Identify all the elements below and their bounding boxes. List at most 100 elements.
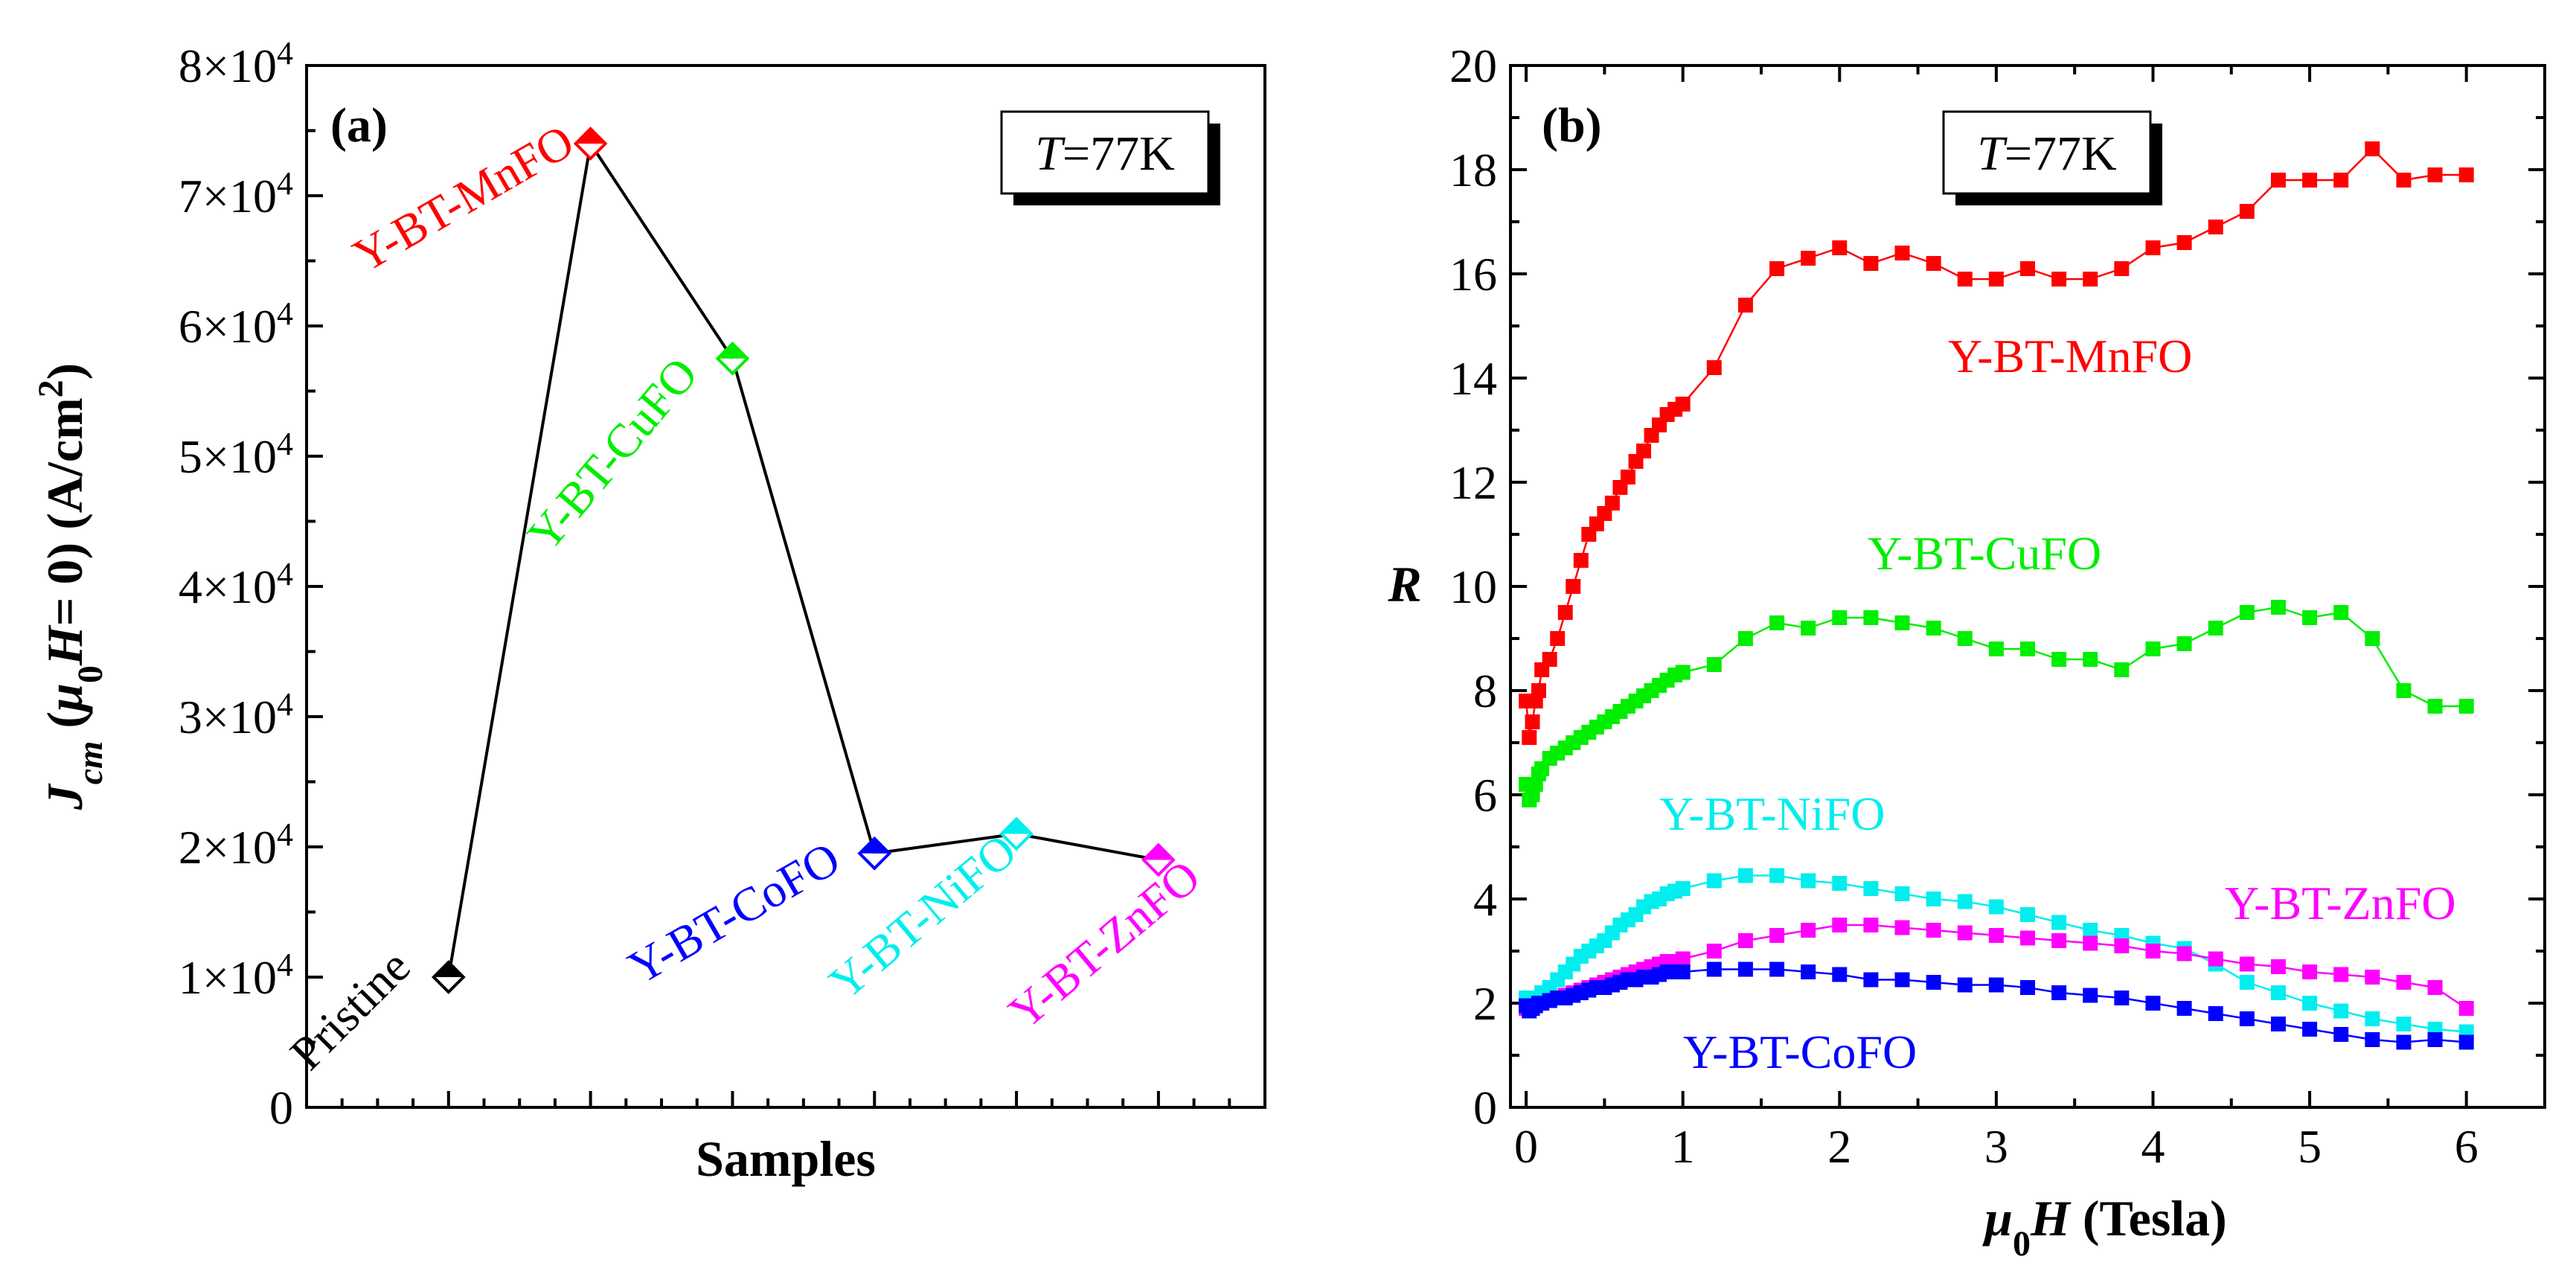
data-point xyxy=(2427,980,2443,995)
data-point xyxy=(2176,1001,2192,1016)
data-point xyxy=(2051,985,2067,1000)
data-point xyxy=(1706,944,1722,959)
y-tick-label: 3×104 xyxy=(179,686,293,744)
sample-label: Y-BT-ZnFO xyxy=(999,850,1210,1039)
data-point xyxy=(1832,240,1848,255)
data-point xyxy=(1525,714,1540,729)
xlabel-rest: (Tesla) xyxy=(2070,1190,2227,1247)
data-point xyxy=(2145,996,2161,1011)
data-point xyxy=(1988,928,2004,943)
panel-b-x-ticks: 0 1 2 3 4 5 6 xyxy=(1514,65,2479,1173)
y-tick-label: 5×104 xyxy=(179,426,293,484)
data-point xyxy=(1636,444,1652,458)
data-point xyxy=(999,816,1034,851)
data-point xyxy=(2083,935,2098,951)
y-tick-label: 0 xyxy=(269,1081,293,1134)
y-tick-label: 20 xyxy=(1449,39,1497,92)
data-point xyxy=(2114,662,2130,677)
data-point xyxy=(1737,298,1753,313)
panel-b-temperature-label: T=77K xyxy=(1977,127,2117,181)
data-point xyxy=(2176,636,2192,651)
data-point xyxy=(2333,967,2349,982)
data-point xyxy=(2365,1032,2380,1047)
data-point xyxy=(2114,261,2130,276)
data-point xyxy=(1894,615,1910,630)
data-point xyxy=(2396,1034,2412,1050)
data-point xyxy=(2396,975,2412,990)
data-point xyxy=(2427,167,2443,182)
data-point xyxy=(2458,167,2474,182)
data-point xyxy=(1801,873,1816,889)
series-y-bt-cofo xyxy=(1519,961,2474,1050)
data-point xyxy=(1557,605,1573,620)
temp-italic-t: T xyxy=(1035,127,1066,181)
data-point xyxy=(2145,240,2161,255)
data-point xyxy=(1894,920,1910,935)
data-point xyxy=(2176,946,2192,961)
data-point xyxy=(2145,944,2161,959)
data-point xyxy=(1832,876,1848,891)
data-point xyxy=(1531,683,1546,698)
panel-a-temperature-label: T=77K xyxy=(1035,127,1175,181)
ylabel-mu: μ xyxy=(36,683,93,714)
data-point xyxy=(1957,925,1973,941)
panel-b-label: (b) xyxy=(1542,98,1602,153)
temp-italic-t: T xyxy=(1977,127,2008,181)
panel-a-sample-labels: PristineY-BT-MnFOY-BT-CuFOY-BT-CoFOY-BT-… xyxy=(280,115,1210,1081)
data-point xyxy=(2239,605,2255,620)
panel-a-label: (a) xyxy=(330,98,388,153)
data-point xyxy=(1769,961,1785,977)
y-tick-label: 14 xyxy=(1449,352,1497,405)
data-point xyxy=(1863,610,1879,625)
data-point xyxy=(2396,683,2412,698)
data-point xyxy=(1801,964,1816,979)
series-label: Y-BT-CoFO xyxy=(1683,1025,1917,1078)
data-point xyxy=(2302,610,2318,625)
data-point xyxy=(1675,951,1691,967)
data-point xyxy=(1675,665,1691,680)
data-point xyxy=(2270,1017,2286,1031)
data-point xyxy=(2365,141,2380,156)
x-tick-label: 6 xyxy=(2455,1120,2479,1173)
xlabel-mu: μ xyxy=(1982,1190,2013,1247)
data-point xyxy=(2270,600,2286,615)
series-label: Y-BT-CuFO xyxy=(1868,527,2101,580)
ylabel-eq: = 0) (A/cm xyxy=(36,397,93,626)
panel-b-y-ticks: 0 2 4 6 8 10 12 14 16 18 20 xyxy=(1449,39,2545,1134)
y-tick-label: 7×104 xyxy=(179,165,293,223)
panel-a-series-line xyxy=(446,139,1159,978)
data-point xyxy=(715,341,750,376)
data-point xyxy=(1706,873,1722,889)
x-tick-label: 2 xyxy=(1827,1120,1851,1173)
data-point xyxy=(2020,980,2035,995)
data-point xyxy=(2208,951,2223,967)
panel-a-y-ticks: 0 1×104 2×104 3×104 4×104 5×104 6×104 7×104 8×10… xyxy=(179,35,323,1134)
data-point xyxy=(2145,641,2161,656)
data-point xyxy=(1675,964,1691,979)
y-tick-label: 2×104 xyxy=(179,816,293,874)
data-point xyxy=(1801,923,1816,938)
data-point xyxy=(2365,1011,2380,1026)
data-point xyxy=(1957,272,1973,287)
data-point xyxy=(1769,615,1785,630)
data-point xyxy=(1769,928,1785,943)
data-point xyxy=(1706,360,1722,375)
y-tick-label: 0 xyxy=(1473,1081,1497,1134)
data-point xyxy=(1706,961,1722,977)
data-point xyxy=(1832,918,1848,932)
data-point xyxy=(2333,1027,2349,1042)
data-point xyxy=(1863,972,1879,988)
data-point xyxy=(573,127,608,161)
x-tick-label: 5 xyxy=(2298,1120,2322,1173)
data-point xyxy=(2427,699,2443,714)
data-point xyxy=(2365,970,2380,985)
y-tick-label: 16 xyxy=(1449,248,1497,301)
data-point xyxy=(2302,964,2318,979)
data-point xyxy=(1769,261,1785,276)
data-point xyxy=(2208,1006,2223,1021)
data-point xyxy=(2239,975,2255,990)
x-tick-label: 3 xyxy=(1984,1120,2008,1173)
data-point xyxy=(2083,923,2098,938)
